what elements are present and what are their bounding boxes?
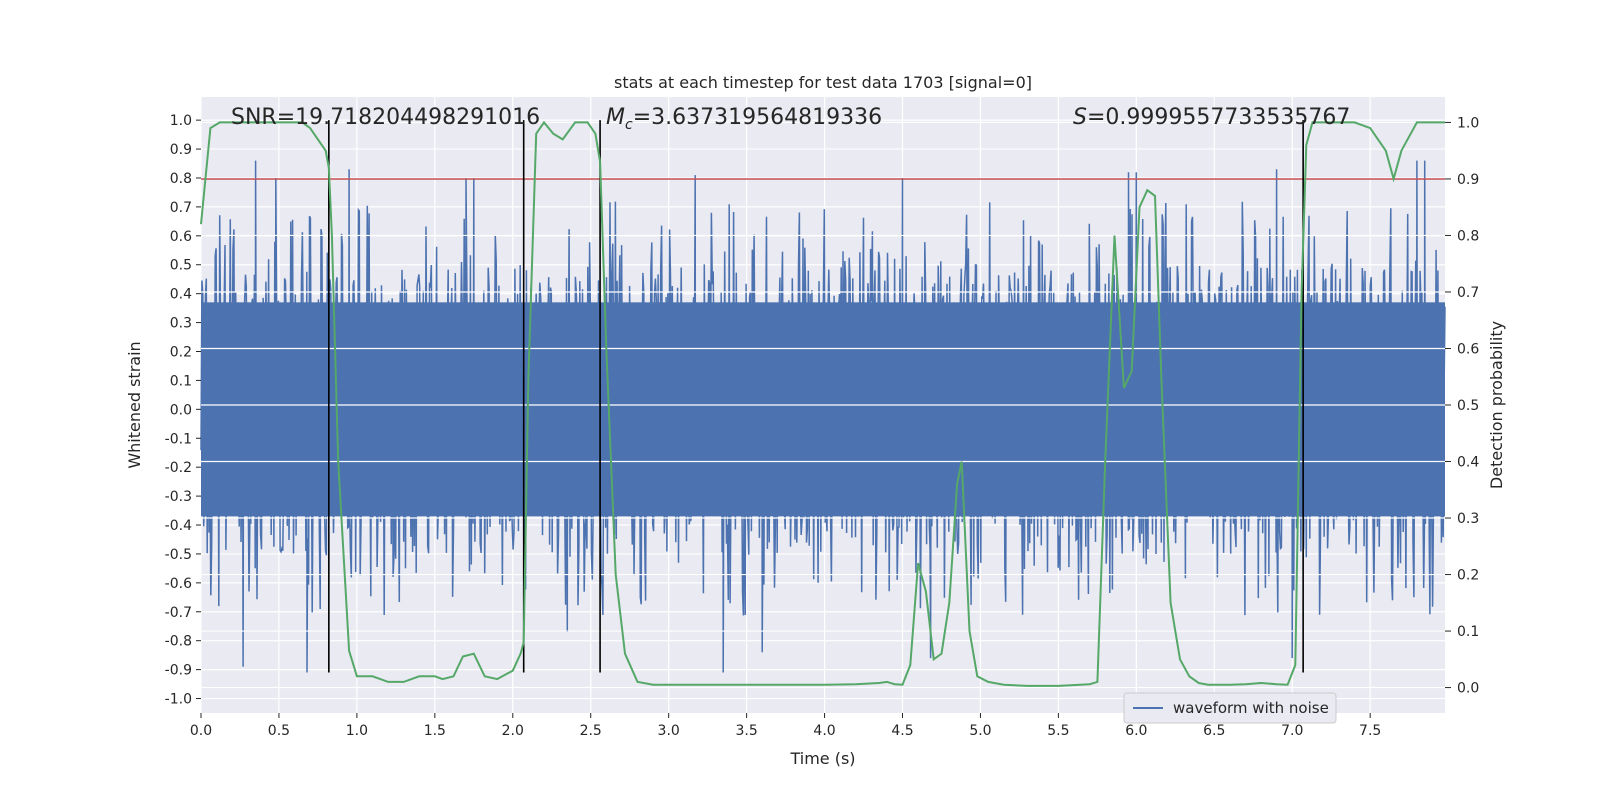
probability-series (200, 120, 1445, 687)
chart-title: stats at each timestep for test data 170… (614, 73, 1032, 92)
y-tick-label: -0.5 (165, 547, 192, 563)
x-tick-label: 4.0 (813, 723, 835, 739)
y-axis-label: Whitened strain (125, 341, 144, 468)
y-tick-label: 0.4 (170, 287, 192, 303)
x-tick-label: 5.5 (1047, 723, 1069, 739)
probability-line (200, 120, 1445, 687)
y2-tick-label: 0.6 (1457, 341, 1479, 357)
vertical-lines (328, 120, 1304, 673)
y2-tick-label: 0.7 (1457, 285, 1479, 301)
y-tick-label: 0.6 (170, 229, 192, 245)
x-tick-label: 1.0 (346, 723, 368, 739)
legend-label: waveform with noise (1173, 699, 1329, 717)
x-tick-label: 6.5 (1203, 723, 1225, 739)
horizontal-lines (201, 121, 1445, 689)
x-tick-label: 0.0 (190, 723, 212, 739)
y2-tick-label: 0.1 (1457, 624, 1479, 640)
y2-axis-label: Detection probability (1487, 321, 1506, 489)
x-tick-label: 2.0 (502, 723, 524, 739)
y-tick-label: -0.7 (165, 605, 192, 621)
mc-symbol: M (606, 105, 625, 130)
y-tick-label: -0.8 (165, 634, 192, 650)
x-tick-label: 1.5 (424, 723, 446, 739)
x-tick-label: 5.0 (969, 723, 991, 739)
y-tick-label: -0.1 (165, 431, 192, 447)
y-tick-label: 0.5 (170, 258, 192, 274)
y-tick-label: -0.3 (165, 489, 192, 505)
y-tick-label: 0.0 (170, 402, 192, 418)
y2-tick-label: 0.2 (1457, 568, 1479, 584)
x-tick-label: 7.5 (1359, 723, 1381, 739)
y-tick-label: -0.4 (165, 518, 192, 534)
waveform-series (200, 160, 1446, 673)
x-tick-label: 4.5 (891, 723, 913, 739)
s-symbol: S (1073, 105, 1087, 130)
y-tick-label: 0.3 (170, 316, 192, 332)
y-tick-label: -1.0 (165, 692, 192, 708)
legend-box (1123, 692, 1337, 724)
x-tick-label: 2.5 (580, 723, 602, 739)
s-annotation: S=0.9999557733535767 (1073, 105, 1350, 130)
x-tick-label: 7.0 (1281, 723, 1303, 739)
ticks: 0.0 0.5 1.0 1.5 2.0 2.5 3.0 3.5 4.0 4.5 5.0 5.5 6.0 6… (165, 113, 1480, 739)
y2-tick-label: 0.9 (1457, 172, 1479, 188)
mc-subscript: c (625, 117, 633, 133)
y-tick-label: -0.6 (165, 576, 192, 592)
waveform-core-band (201, 302, 1445, 517)
y-tick-label: -0.9 (165, 663, 192, 679)
x-tick-label: 0.5 (268, 723, 290, 739)
y-tick-label: 0.1 (170, 373, 192, 389)
y2-tick-label: 0.0 (1457, 681, 1479, 697)
y-tick-label: -0.2 (165, 460, 192, 476)
snr-annotation: SNR=19.718204498291016 (231, 105, 540, 130)
y2-tick-label: 0.4 (1457, 455, 1479, 471)
y-tick-label: 0.7 (170, 200, 192, 216)
mc-value: =3.637319564819336 (633, 105, 882, 130)
y2-tick-label: 1.0 (1457, 115, 1479, 131)
y-tick-label: 1.0 (170, 113, 192, 129)
x-tick-label: 3.0 (658, 723, 680, 739)
s-value: =0.9999557733535767 (1087, 105, 1350, 130)
y-tick-label: 0.8 (170, 171, 192, 187)
x-tick-label: 3.5 (735, 723, 757, 739)
y2-tick-label: 0.3 (1457, 511, 1479, 527)
x-tick-label: 6.0 (1125, 723, 1147, 739)
y-tick-label: 0.9 (170, 142, 192, 158)
y2-tick-label: 0.8 (1457, 228, 1479, 244)
legend: waveform with noise (1123, 692, 1337, 724)
y2-tick-label: 0.5 (1457, 398, 1479, 414)
y-tick-label: 0.2 (170, 344, 192, 360)
x-axis-label: Time (s) (789, 749, 855, 768)
mc-annotation: Mc=3.637319564819336 (606, 105, 882, 133)
